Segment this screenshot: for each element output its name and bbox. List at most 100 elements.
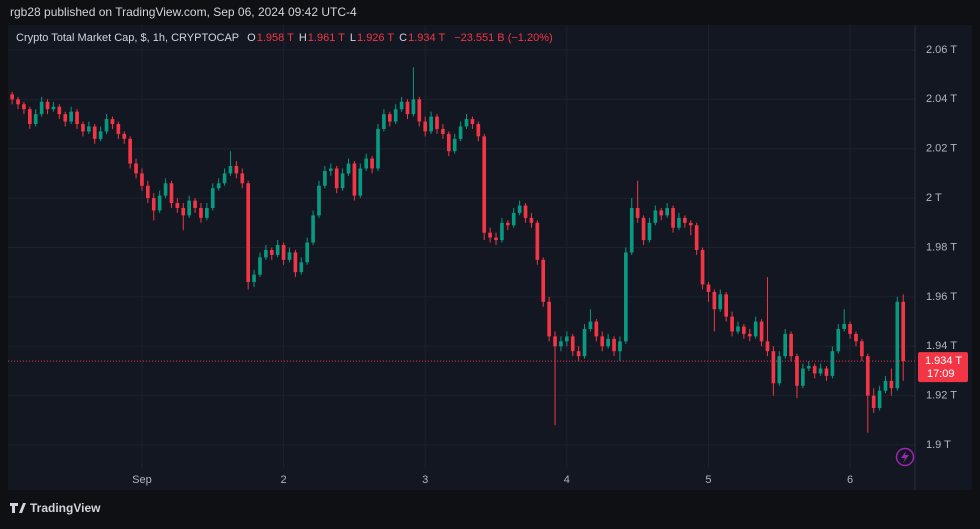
candle-body [293,252,298,273]
candle-body [742,326,746,334]
candle-body [889,380,894,389]
candle-body [547,301,551,337]
y-tick-label: 2 T [926,192,942,204]
candle-body [169,183,174,204]
candle-body [594,321,599,337]
candle-body [157,195,162,211]
candle-body [659,210,664,216]
candle-body [523,205,528,218]
candle-body [405,101,410,115]
legend-c: 1.934 T [408,32,445,44]
candle-body [116,124,121,134]
candle-body [877,390,882,408]
legend-o: 1.958 T [257,32,294,44]
candle-body [535,222,540,260]
candle-body [240,173,245,184]
candle-body [854,333,858,342]
candle-body [92,126,97,139]
logo-mark [10,503,26,513]
y-tick-label: 2.04 T [926,93,957,105]
candle-body [482,136,487,233]
candle-body [765,341,770,352]
candle-body [323,170,327,186]
candle-body [842,324,847,329]
candle-body [458,126,463,139]
candle-body [16,99,20,105]
candle-body [423,121,428,132]
chart-panel [8,25,972,490]
candle-body [181,207,186,216]
candle-body [393,109,398,122]
candle-body [901,301,906,362]
candle-body [789,333,793,357]
candle-body [588,321,593,329]
candle-body [346,163,351,174]
candle-body [576,351,581,357]
candle-body [210,188,215,208]
candle-body [399,101,404,110]
candle-body [275,245,280,255]
candle-body [895,301,900,389]
candle-body [228,165,233,174]
candle-body [783,333,788,357]
candle-body [45,101,50,110]
candle-body [618,341,622,352]
candle-body [824,368,829,376]
candle-body [612,338,616,352]
candle-body [488,232,492,238]
candle-body [683,217,687,223]
candle-body [387,114,392,122]
candle-body [299,262,304,273]
y-tick-label: 1.96 T [926,291,957,303]
candle-body [452,138,457,152]
candle-body [305,242,310,263]
candle-body [541,259,546,302]
x-tick-label: 2 [281,474,287,486]
legend-l: 1.926 T [357,32,394,44]
candle-body [795,356,799,386]
candle-body [635,207,640,218]
candle-body [376,128,380,169]
candle-body [370,158,374,169]
candle-body [600,336,605,347]
candle-body [818,368,823,374]
candle-body [134,163,138,174]
last-price-label: 1.934 T [925,355,962,367]
candle-body [694,225,699,250]
candle-body [63,114,68,122]
candle-body [252,274,256,283]
lightning-circle[interactable] [895,447,915,467]
legend-change: −23.551 B (−1.20%) [454,32,552,44]
candle-body [629,207,634,253]
candle-body [216,183,221,189]
legend-h: 1.961 T [308,32,345,44]
candle-body [81,124,85,132]
candle-body [624,252,628,342]
countdown: 17:09 [927,368,955,380]
ohlc-legend: Crypto Total Market Cap, $, 1h, CRYPTOCA… [16,32,553,44]
candle-body [606,338,610,347]
y-tick-label: 2.06 T [926,44,957,56]
candle-body [382,114,386,129]
lightning-icon[interactable] [895,447,915,467]
candle-body [246,183,251,283]
lightning-bolt[interactable] [901,451,909,463]
candle-body [806,366,811,369]
candle-body [222,173,227,184]
logo: TradingView [10,501,101,515]
x-tick-label: 4 [564,474,570,486]
y-tick-label: 1.9 T [926,439,951,451]
candle-body [494,237,498,241]
candle-body [264,249,268,258]
legend-o-label: O [247,32,256,44]
candle-body [441,128,445,134]
candle-body [511,212,516,226]
candle-body [865,356,870,396]
candle-body [500,222,504,241]
candle-body [470,119,475,125]
candle-body [87,126,91,132]
candle-body [753,321,758,337]
candle-body [830,351,835,376]
candle-body [476,124,481,137]
